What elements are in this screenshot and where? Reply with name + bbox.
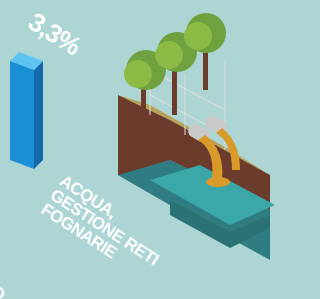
bar-front bbox=[10, 61, 34, 169]
bar bbox=[10, 52, 43, 169]
bar-side bbox=[34, 61, 43, 169]
infographic: 3,3% ACQUA, GESTIONE RETI FOGNARIE D bbox=[0, 0, 277, 299]
